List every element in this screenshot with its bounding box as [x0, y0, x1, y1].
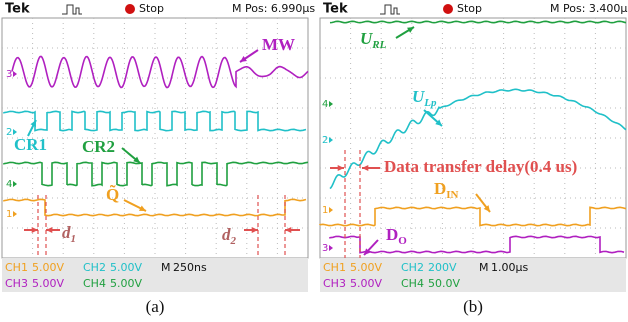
- annotation: Q̃: [106, 184, 119, 204]
- channel-marker: 1: [6, 209, 12, 220]
- channel-scale: 5.00V: [110, 261, 142, 274]
- channel-marker: 1: [322, 205, 328, 216]
- trigger-icon: [380, 5, 400, 14]
- annotation-sub: 1: [71, 233, 77, 245]
- position: M Pos: 6.990µs: [232, 2, 315, 15]
- channel-marker: 4: [322, 99, 328, 110]
- channel-label: CH2: [83, 261, 106, 274]
- channel-label: CH1: [5, 261, 28, 274]
- channel-scale: 5.00V: [32, 277, 64, 290]
- annotation: CR2: [82, 137, 115, 156]
- channel-label: M: [161, 261, 171, 274]
- annotation-main: D: [386, 225, 398, 244]
- annotation-sub: RL: [371, 39, 386, 51]
- channel-scale: 5.00V: [350, 277, 382, 290]
- annotation-sub: Lp: [423, 97, 437, 109]
- position: M Pos: 3.400µs: [550, 2, 628, 15]
- channel-label: M: [479, 261, 489, 274]
- channel-marker: 2: [322, 135, 328, 146]
- channel-scale: 50.0V: [428, 277, 460, 290]
- annotation-main: U: [360, 29, 373, 48]
- channel-marker: 4: [6, 179, 12, 190]
- caption: (a): [146, 297, 165, 316]
- annotation-sub: IN: [446, 189, 458, 201]
- brand: Tek: [323, 2, 348, 17]
- channel-scale: 5.00V: [110, 277, 142, 290]
- stop-icon: [125, 4, 135, 14]
- channel-marker: 3: [6, 69, 12, 80]
- channel-scale: 5.00V: [350, 261, 382, 274]
- channel-label: CH4: [401, 277, 424, 290]
- annotation-main: U: [412, 87, 425, 106]
- channel-scale: 1.00µs: [491, 261, 528, 274]
- channel-label: CH1: [323, 261, 346, 274]
- channel-label: CH3: [323, 277, 346, 290]
- channel-label: CH4: [83, 277, 106, 290]
- channel-label: CH3: [5, 277, 28, 290]
- channel-scale: 200V: [428, 261, 457, 274]
- annotation: MW: [262, 35, 295, 54]
- run-state: Stop: [457, 2, 482, 15]
- run-state: Stop: [139, 2, 164, 15]
- channel-scale: 5.00V: [32, 261, 64, 274]
- figure: TekStopM Pos: 6.990µsCH15.00VCH25.00VM25…: [0, 0, 628, 322]
- channel-marker: 3: [322, 243, 328, 254]
- brand: Tek: [5, 2, 30, 17]
- annotation-sub: 2: [230, 235, 237, 247]
- annotation-sub: O: [398, 235, 407, 247]
- annotation-main: D: [434, 179, 446, 198]
- trigger-icon: [62, 5, 82, 14]
- annotation: CR1: [14, 135, 47, 154]
- channel-scale: 250ns: [173, 261, 207, 274]
- channel-label: CH2: [401, 261, 424, 274]
- annotation: Data transfer delay(0.4 us): [384, 157, 577, 176]
- stop-icon: [443, 4, 453, 14]
- caption: (b): [463, 297, 483, 316]
- channel-marker: 2: [6, 127, 12, 138]
